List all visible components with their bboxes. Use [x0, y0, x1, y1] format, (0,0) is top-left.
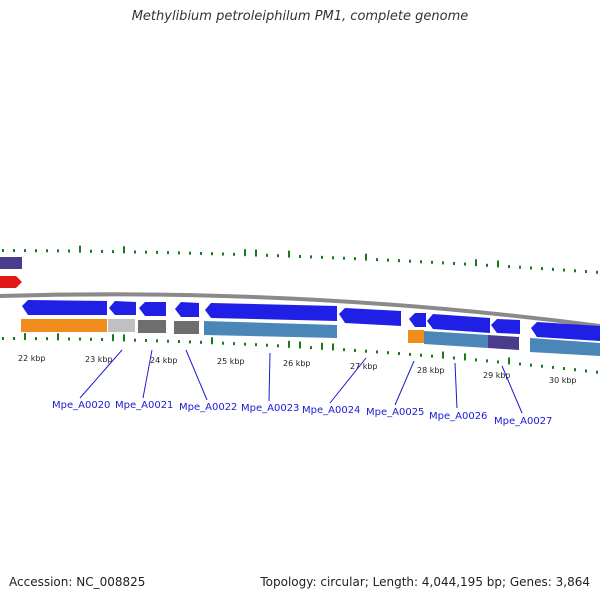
- cds-track: [21, 319, 600, 356]
- kbp-tick-label: 22 kbp: [18, 354, 46, 363]
- kbp-tick-label: 23 kbp: [85, 355, 113, 364]
- kbp-tick-label: 28 kbp: [417, 366, 445, 375]
- gene-arrow-mpe-a0021[interactable]: [109, 301, 136, 315]
- gene-label-mpe-a0022[interactable]: Mpe_A0022: [179, 402, 237, 413]
- cds-bar-darkgray-1[interactable]: [138, 320, 166, 333]
- gene-arrow-mpe-a0020[interactable]: [22, 300, 107, 315]
- gene-labels: Mpe_A0020 Mpe_A0021 Mpe_A0022 Mpe_A0023 …: [52, 400, 552, 427]
- leader-line: [394, 360, 415, 406]
- gene-label-mpe-a0024[interactable]: Mpe_A0024: [302, 405, 360, 416]
- gene-arrow-track: [22, 300, 600, 341]
- kbp-tick-label: 29 kbp: [483, 371, 511, 380]
- gc-skew-track-outer: [2, 245, 598, 274]
- genome-backbone: [0, 292, 600, 328]
- leader-line: [454, 362, 458, 409]
- cds-bar-steelblue-2[interactable]: [424, 331, 488, 348]
- cds-bar-steelblue-1[interactable]: [204, 321, 337, 338]
- gene-label-mpe-a0021[interactable]: Mpe_A0021: [115, 400, 173, 411]
- genome-stats-label: Topology: circular; Length: 4,044,195 bp…: [260, 575, 590, 589]
- gene-arrow-mpe-a0022[interactable]: [139, 302, 166, 316]
- gene-arrow-mpe-a0025[interactable]: [409, 313, 426, 327]
- gene-arrow-mpe-a0024[interactable]: [339, 308, 401, 326]
- gene-arrow-mpe-a0023[interactable]: [205, 303, 337, 321]
- gene-arrow-mpe-a0023-a[interactable]: [175, 302, 199, 317]
- map-title: Methylibium petroleiphilum PM1, complete…: [131, 9, 469, 24]
- accession-label: Accession: NC_008825: [9, 575, 146, 589]
- leader-line: [79, 349, 123, 399]
- cds-bar-orange[interactable]: [21, 319, 107, 332]
- gene-label-mpe-a0026[interactable]: Mpe_A0026: [429, 411, 487, 422]
- gene-label-mpe-a0027[interactable]: Mpe_A0027: [494, 416, 552, 427]
- gene-arrow-next[interactable]: [531, 322, 600, 341]
- kbp-ruler: 22 kbp 23 kbp 24 kbp 25 kbp 26 kbp 27 kb…: [18, 354, 577, 385]
- gene-label-mpe-a0023[interactable]: Mpe_A0023: [241, 403, 299, 414]
- leader-line: [185, 349, 208, 401]
- gene-label-mpe-a0020[interactable]: Mpe_A0020: [52, 400, 110, 411]
- kbp-tick-label: 24 kbp: [150, 356, 178, 365]
- kbp-tick-label: 26 kbp: [283, 359, 311, 368]
- kbp-tick-label: 30 kbp: [549, 376, 577, 385]
- rna-feature-red[interactable]: [0, 276, 22, 288]
- cds-bar-darkgray-2[interactable]: [174, 321, 199, 334]
- kbp-tick-label: 25 kbp: [217, 357, 245, 366]
- leader-line: [329, 357, 367, 404]
- cds-bar-lightgray[interactable]: [108, 319, 135, 332]
- gene-arrow-mpe-a0027[interactable]: [491, 319, 520, 334]
- kbp-tick-label: 27 kbp: [350, 362, 378, 371]
- cds-bar-orange-2[interactable]: [408, 330, 424, 343]
- gene-label-mpe-a0025[interactable]: Mpe_A0025: [366, 407, 424, 418]
- leader-line: [268, 352, 271, 402]
- gc-skew-track-inner: [2, 333, 598, 374]
- leader-line: [501, 365, 523, 414]
- cds-bar-steelblue-3[interactable]: [530, 338, 600, 356]
- gene-arrow-mpe-a0026[interactable]: [427, 314, 490, 333]
- partial-cds-purple[interactable]: [0, 257, 22, 269]
- label-leaders: [79, 349, 523, 414]
- leader-line: [142, 349, 153, 399]
- cds-bar-purple[interactable]: [488, 335, 519, 350]
